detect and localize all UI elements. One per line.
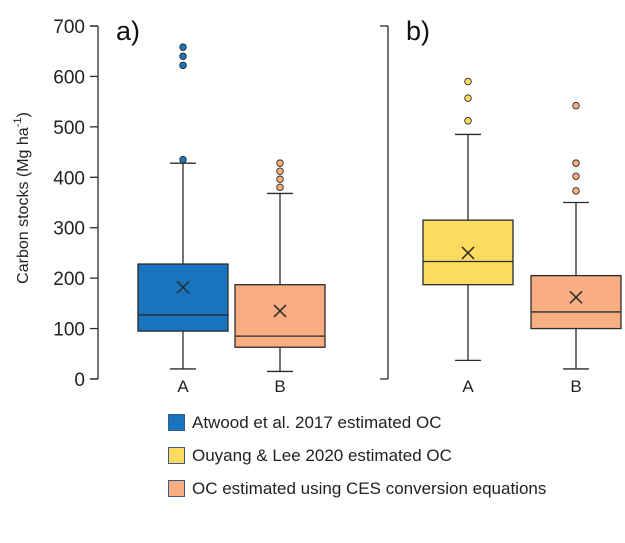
y-tick-label: 500 — [53, 118, 85, 139]
y-axis-label: Carbon stocks (Mg ha-1) — [12, 112, 32, 284]
outlier-point — [464, 94, 472, 102]
outlier-point — [572, 101, 580, 110]
panel-a: 0 100 200 300 400 500 600 700 a) A B — [53, 16, 326, 395]
panel-label: a) — [116, 16, 140, 46]
box-a — [422, 77, 514, 361]
outlier-point — [179, 43, 187, 51]
y-tick-label: 400 — [53, 168, 85, 189]
y-tick-label: 0 — [74, 370, 85, 391]
mean-marker — [569, 290, 583, 304]
legend-swatch — [168, 447, 185, 464]
category-label: A — [462, 377, 474, 395]
legend-swatch — [168, 414, 185, 431]
outlier-point — [179, 155, 187, 164]
panel-label: b) — [406, 16, 430, 46]
legend-item: Atwood et al. 2017 estimated OC — [168, 410, 618, 435]
box-b — [234, 159, 326, 373]
legend-label: Atwood et al. 2017 estimated OC — [192, 413, 442, 432]
legend-label: OC estimated using CES conversion equati… — [192, 479, 547, 498]
box-plot-chart: 0 100 200 300 400 500 600 700 a) A B b) A B Carbon s… — [12, 16, 622, 395]
outlier-point — [572, 187, 580, 195]
mean-marker — [176, 280, 190, 294]
category-label: B — [274, 377, 285, 395]
outlier-point — [179, 61, 187, 70]
outlier-point — [276, 183, 284, 192]
iqr-box — [137, 263, 229, 332]
category-label: B — [570, 377, 581, 395]
legend-label: Ouyang & Lee 2020 estimated OC — [192, 446, 452, 465]
y-tick-label: 700 — [53, 17, 85, 38]
outlier-point — [276, 159, 284, 167]
panel-b: b) A B — [380, 16, 622, 395]
legend-swatch — [168, 480, 185, 497]
category-label: A — [177, 377, 189, 395]
y-tick-label: 100 — [53, 320, 85, 341]
legend-item: Ouyang & Lee 2020 estimated OC — [168, 443, 618, 468]
y-tick-label: 300 — [53, 219, 85, 240]
outlier-point — [276, 167, 284, 175]
y-tick-label: 200 — [53, 269, 85, 290]
outlier-point — [572, 159, 580, 167]
y-tick-label: 600 — [53, 67, 85, 88]
outlier-point — [464, 77, 472, 86]
mean-marker — [273, 304, 287, 318]
outlier-point — [572, 172, 580, 181]
legend: Atwood et al. 2017 estimated OC Ouyang & … — [168, 410, 618, 509]
outlier-point — [276, 175, 284, 184]
box-b — [530, 101, 622, 370]
iqr-box — [234, 284, 326, 348]
iqr-box — [530, 274, 622, 330]
mean-marker — [461, 246, 475, 260]
outlier-point — [179, 52, 187, 61]
box-a — [137, 43, 229, 370]
outlier-point — [464, 117, 472, 125]
legend-item: OC estimated using CES conversion equati… — [168, 476, 618, 501]
